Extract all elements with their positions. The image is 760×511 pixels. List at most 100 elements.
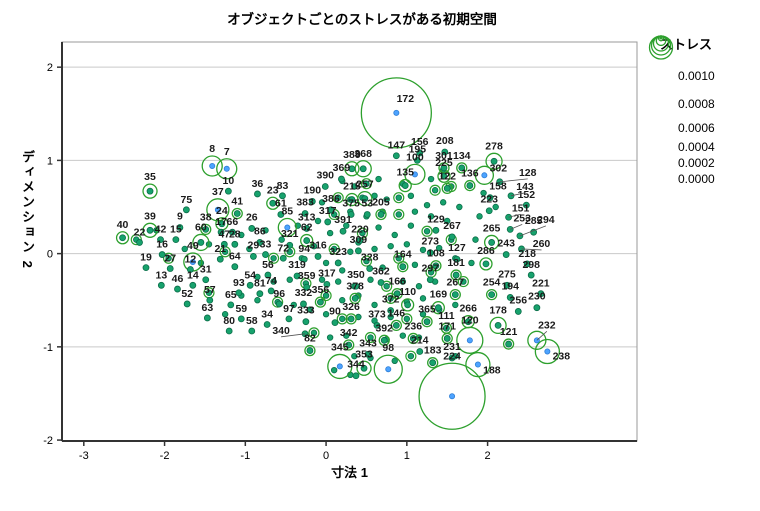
- data-point[interactable]: [223, 165, 230, 172]
- data-point[interactable]: [429, 359, 437, 367]
- data-point[interactable]: [506, 294, 514, 301]
- data-point[interactable]: [202, 225, 210, 233]
- data-point-unlabeled[interactable]: [310, 329, 318, 337]
- data-point-unlabeled[interactable]: [270, 278, 277, 285]
- data-point[interactable]: [216, 255, 224, 263]
- data-point[interactable]: [339, 227, 347, 235]
- data-point[interactable]: [220, 240, 228, 248]
- data-point[interactable]: [267, 287, 275, 295]
- data-point-unlabeled[interactable]: [254, 273, 261, 281]
- data-point[interactable]: [345, 341, 353, 349]
- data-point-unlabeled[interactable]: [403, 315, 411, 323]
- data-point-unlabeled[interactable]: [411, 261, 419, 269]
- data-point[interactable]: [485, 207, 493, 215]
- data-point[interactable]: [482, 260, 490, 268]
- data-point-unlabeled[interactable]: [262, 227, 269, 234]
- data-point-unlabeled[interactable]: [407, 222, 415, 229]
- data-point[interactable]: [426, 249, 434, 257]
- data-point-unlabeled[interactable]: [407, 192, 415, 200]
- data-point[interactable]: [466, 337, 473, 344]
- data-point-unlabeled[interactable]: [363, 180, 370, 187]
- data-point-unlabeled[interactable]: [419, 246, 427, 254]
- data-point[interactable]: [432, 262, 440, 270]
- data-point[interactable]: [300, 300, 307, 308]
- data-point[interactable]: [522, 201, 530, 209]
- data-point-unlabeled[interactable]: [326, 334, 334, 341]
- data-point[interactable]: [434, 304, 442, 312]
- data-point[interactable]: [249, 253, 257, 260]
- data-point-unlabeled[interactable]: [343, 332, 350, 339]
- data-point[interactable]: [303, 225, 311, 232]
- data-point[interactable]: [451, 291, 459, 299]
- data-point[interactable]: [449, 393, 456, 400]
- data-point[interactable]: [452, 271, 460, 279]
- data-point-unlabeled[interactable]: [290, 301, 297, 309]
- data-point[interactable]: [505, 340, 512, 348]
- data-point[interactable]: [494, 322, 502, 329]
- data-point[interactable]: [502, 251, 510, 258]
- data-point-unlabeled[interactable]: [403, 241, 411, 248]
- data-point-unlabeled[interactable]: [468, 259, 475, 267]
- data-point-unlabeled[interactable]: [339, 267, 346, 274]
- data-point[interactable]: [183, 300, 191, 308]
- data-point[interactable]: [361, 195, 369, 203]
- data-point-unlabeled[interactable]: [165, 255, 172, 262]
- data-point-unlabeled[interactable]: [363, 257, 370, 265]
- data-point-unlabeled[interactable]: [379, 264, 386, 271]
- data-point[interactable]: [401, 182, 409, 189]
- data-point[interactable]: [347, 211, 355, 218]
- data-point[interactable]: [324, 218, 332, 226]
- data-point[interactable]: [354, 247, 362, 255]
- data-point[interactable]: [399, 263, 407, 271]
- data-point-unlabeled[interactable]: [387, 313, 394, 321]
- data-point[interactable]: [448, 354, 456, 362]
- data-point[interactable]: [392, 322, 400, 329]
- data-point[interactable]: [166, 265, 174, 272]
- data-point-unlabeled[interactable]: [395, 194, 402, 201]
- data-point-unlabeled[interactable]: [343, 222, 350, 229]
- data-point[interactable]: [490, 157, 498, 165]
- data-point[interactable]: [380, 336, 388, 344]
- data-point[interactable]: [303, 283, 311, 291]
- data-point[interactable]: [426, 276, 434, 284]
- data-point-unlabeled[interactable]: [351, 183, 358, 190]
- data-point-unlabeled[interactable]: [391, 231, 398, 239]
- data-point-unlabeled[interactable]: [330, 366, 338, 374]
- data-point[interactable]: [336, 363, 343, 370]
- data-point[interactable]: [393, 109, 400, 116]
- data-point-unlabeled[interactable]: [419, 311, 427, 318]
- data-point[interactable]: [285, 315, 293, 323]
- data-point[interactable]: [146, 187, 154, 195]
- data-point-unlabeled[interactable]: [339, 315, 346, 323]
- data-point[interactable]: [413, 156, 421, 164]
- data-point[interactable]: [486, 194, 494, 202]
- data-point-unlabeled[interactable]: [334, 194, 342, 201]
- data-point[interactable]: [279, 192, 286, 200]
- data-point[interactable]: [146, 226, 154, 234]
- data-point[interactable]: [373, 322, 381, 329]
- data-point[interactable]: [443, 324, 450, 332]
- data-point[interactable]: [317, 298, 324, 306]
- data-point[interactable]: [303, 237, 311, 244]
- data-point-unlabeled[interactable]: [330, 211, 338, 218]
- data-point[interactable]: [286, 241, 294, 249]
- data-point[interactable]: [351, 294, 359, 302]
- data-point[interactable]: [227, 301, 235, 309]
- data-point-unlabeled[interactable]: [334, 278, 342, 285]
- data-point-unlabeled[interactable]: [407, 352, 415, 360]
- data-point[interactable]: [321, 183, 329, 190]
- data-point[interactable]: [359, 165, 367, 173]
- data-point-unlabeled[interactable]: [427, 269, 435, 276]
- data-point[interactable]: [348, 165, 356, 173]
- data-point[interactable]: [440, 164, 448, 172]
- data-point-unlabeled[interactable]: [314, 217, 322, 225]
- data-point[interactable]: [187, 266, 194, 273]
- data-point[interactable]: [158, 251, 166, 258]
- data-point[interactable]: [157, 236, 164, 244]
- data-point-unlabeled[interactable]: [383, 196, 390, 203]
- data-point[interactable]: [392, 152, 400, 160]
- data-point-unlabeled[interactable]: [395, 255, 402, 262]
- data-point-unlabeled[interactable]: [439, 199, 447, 206]
- data-point[interactable]: [443, 184, 451, 192]
- data-point[interactable]: [352, 282, 360, 290]
